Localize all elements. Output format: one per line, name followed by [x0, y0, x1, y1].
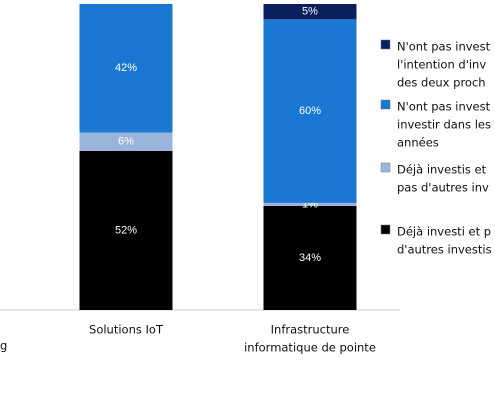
legend-label: Déjà investi et p	[397, 225, 491, 239]
legend-swatch	[380, 99, 391, 110]
bar-segment	[263, 19, 357, 203]
legend-swatch	[380, 39, 391, 50]
bar-segment	[263, 202, 357, 206]
legend-label: Déjà investis et	[397, 163, 487, 177]
legend-label: d'autres investis	[397, 243, 492, 257]
legend-swatch	[380, 224, 391, 235]
data-label: 6%	[118, 136, 134, 148]
bar-segment	[263, 4, 357, 20]
data-label: 5%	[302, 6, 318, 18]
data-label: 52%	[115, 224, 137, 236]
data-label: 34%	[299, 252, 321, 264]
data-label: 60%	[299, 105, 321, 117]
legend-label: pas d'autres inv	[397, 181, 489, 195]
legend-label: N'ont pas invest	[397, 40, 491, 54]
legend-label: années	[397, 136, 439, 150]
cut-label: g	[0, 339, 7, 353]
x-tick-label: Infrastructure	[271, 323, 350, 337]
legend-label: N'ont pas invest	[397, 100, 491, 114]
x-tick-label: Solutions IoT	[89, 323, 164, 337]
legend-label: des deux proch	[397, 76, 486, 90]
legend-label: l'intention d'inv	[397, 58, 486, 72]
bar-segment	[79, 4, 173, 133]
data-label: 42%	[115, 62, 137, 74]
x-tick-label: informatique de pointe	[244, 341, 376, 355]
legend-label: investir dans les	[397, 118, 491, 132]
bar-segment	[79, 150, 173, 310]
legend-swatch	[380, 162, 391, 173]
bar-segment	[263, 205, 357, 310]
bar-segment	[79, 132, 173, 151]
